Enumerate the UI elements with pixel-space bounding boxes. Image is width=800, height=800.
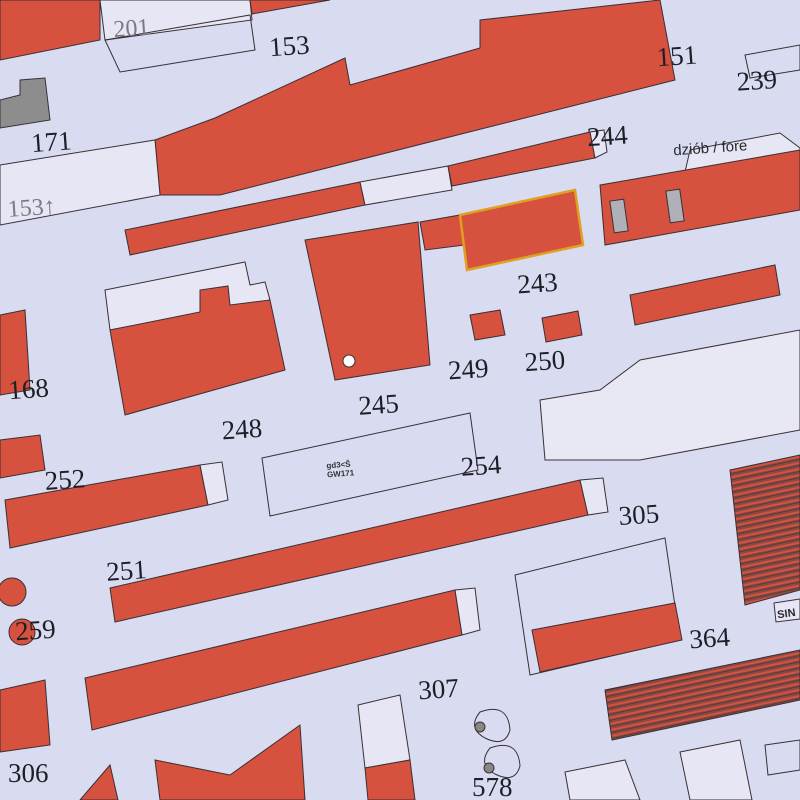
part-244-tab [589, 129, 608, 159]
part-sin [773, 598, 800, 623]
label-153: 153 [268, 29, 310, 62]
part-153-tab [104, 14, 256, 73]
part-259-b [8, 618, 36, 646]
label-248: 248 [221, 413, 263, 446]
part-243-left [419, 214, 466, 251]
part-306 [0, 679, 51, 753]
label-252: 252 [44, 463, 86, 496]
part-245 [304, 221, 431, 381]
label-151: 151 [656, 39, 698, 72]
part-252 [0, 434, 46, 479]
code-line-2: GW171 [327, 468, 355, 479]
part-201-box [99, 0, 253, 41]
part-153-box [0, 139, 161, 226]
label-259: 259 [14, 614, 56, 647]
label-364: 364 [688, 622, 731, 655]
part-bottom-wing [154, 724, 306, 800]
label-171: 171 [30, 125, 72, 158]
part-arrow-box [359, 165, 453, 206]
part-top-left [0, 0, 101, 61]
part-249 [469, 309, 506, 341]
code-line-1: gd3<Ŝ [326, 460, 351, 471]
loop-hole [483, 762, 495, 774]
part-fuselage-151 [154, 0, 676, 196]
part-248 [109, 285, 286, 416]
part-251-tab [199, 461, 229, 506]
label-306: 306 [8, 758, 49, 788]
label-sin: SIN [777, 607, 797, 621]
part-top-strip [249, 0, 331, 15]
label-201: 201 [113, 15, 151, 43]
part-bottom-stripes-b [679, 739, 753, 800]
part-254 [261, 412, 479, 517]
label-578: 578 [472, 772, 513, 800]
loop-hole [474, 721, 486, 733]
label-250: 250 [524, 344, 566, 377]
label-305: 305 [618, 498, 660, 531]
part-bottom-striped [604, 649, 800, 741]
label-249: 249 [447, 353, 489, 386]
label-254: 254 [460, 449, 503, 482]
label-153-arrow: 153↑ [7, 194, 57, 223]
part-fore [599, 149, 800, 246]
label-307: 307 [417, 673, 459, 706]
part-drum [539, 329, 800, 461]
part-bottom-tab [357, 694, 411, 769]
label-244: 244 [586, 119, 629, 152]
part-bottom-post [364, 759, 416, 800]
part-251 [4, 464, 209, 549]
part-307-tab [454, 587, 481, 636]
hole [342, 354, 356, 368]
label-245: 245 [357, 388, 399, 421]
label-243: 243 [516, 267, 558, 300]
part-strip-right [629, 264, 781, 326]
loop-2 [484, 744, 521, 779]
part-bottom-left [79, 763, 119, 800]
label-fore: dziób / fore [673, 137, 748, 159]
part-305-tab [579, 477, 609, 516]
part-171 [0, 77, 51, 129]
part-364 [531, 602, 683, 673]
part-243 [458, 188, 585, 272]
part-bottom-right [764, 739, 800, 776]
part-fore-tab [684, 132, 800, 173]
part-239 [744, 44, 800, 79]
part-bottom-stripes-a [564, 759, 641, 800]
part-250 [541, 310, 583, 343]
window [609, 198, 629, 234]
label-168: 168 [7, 373, 49, 406]
part-168 [0, 309, 31, 396]
part-259-a [0, 577, 27, 607]
part-244 [447, 131, 596, 187]
window [665, 188, 685, 224]
part-texture [729, 454, 800, 606]
label-251: 251 [105, 554, 147, 587]
label-239: 239 [736, 64, 778, 97]
